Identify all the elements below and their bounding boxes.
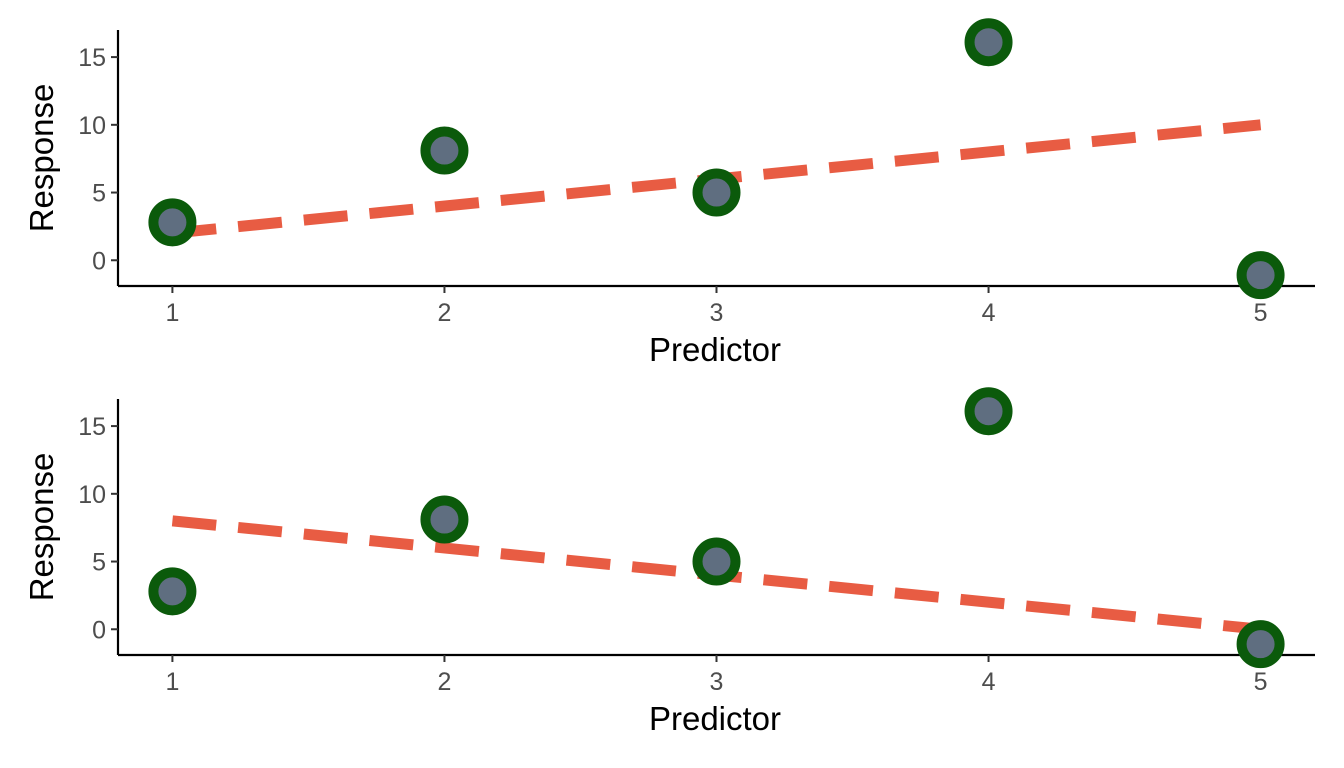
bottom-chart-y-axis-title: Response	[23, 453, 60, 602]
top-chart-y-tick-label: 5	[92, 180, 106, 208]
top-chart-x-tick-label: 4	[982, 299, 996, 327]
top-chart-point	[1236, 251, 1285, 300]
bottom-chart-x-tick-label: 2	[438, 668, 452, 696]
top-chart-y-tick-label: 10	[78, 112, 106, 140]
top-chart-y-axis-title: Response	[23, 84, 60, 233]
top-chart: Predictor Response 0 5 10 15 1 2 3 4 5	[23, 18, 1315, 368]
bottom-chart-point	[1236, 620, 1285, 669]
bottom-chart-x-tick-label: 4	[982, 668, 996, 696]
bottom-chart-x-tick-label: 1	[165, 668, 179, 696]
bottom-chart: Predictor Response 0 5 10 15 1 2 3 4 5	[23, 387, 1315, 737]
bottom-chart-point	[420, 495, 469, 544]
top-chart-point	[692, 168, 741, 217]
top-chart-point	[148, 198, 197, 247]
top-chart-x-tick-label: 5	[1254, 299, 1268, 327]
top-chart-x-axis-title: Predictor	[649, 331, 781, 368]
bottom-chart-y-tick-label: 5	[92, 549, 106, 577]
bottom-chart-x-axis-title: Predictor	[649, 700, 781, 737]
top-chart-y-tick-label: 15	[78, 44, 106, 72]
bottom-chart-y-tick-label: 10	[78, 481, 106, 509]
top-chart-y-tick-label: 0	[92, 247, 106, 275]
top-chart-point	[420, 126, 469, 175]
top-chart-x-tick-label: 2	[438, 299, 452, 327]
bottom-chart-point	[148, 567, 197, 616]
top-chart-x-tick-label: 3	[710, 299, 724, 327]
bottom-chart-y-tick-label: 0	[92, 616, 106, 644]
bottom-chart-x-tick-label: 5	[1254, 668, 1268, 696]
bottom-chart-y-tick-label: 15	[78, 413, 106, 441]
top-chart-x-tick-label: 1	[165, 299, 179, 327]
top-chart-point	[964, 18, 1013, 67]
bottom-chart-x-tick-label: 3	[710, 668, 724, 696]
bottom-chart-point	[692, 537, 741, 586]
bottom-chart-point	[964, 387, 1013, 436]
